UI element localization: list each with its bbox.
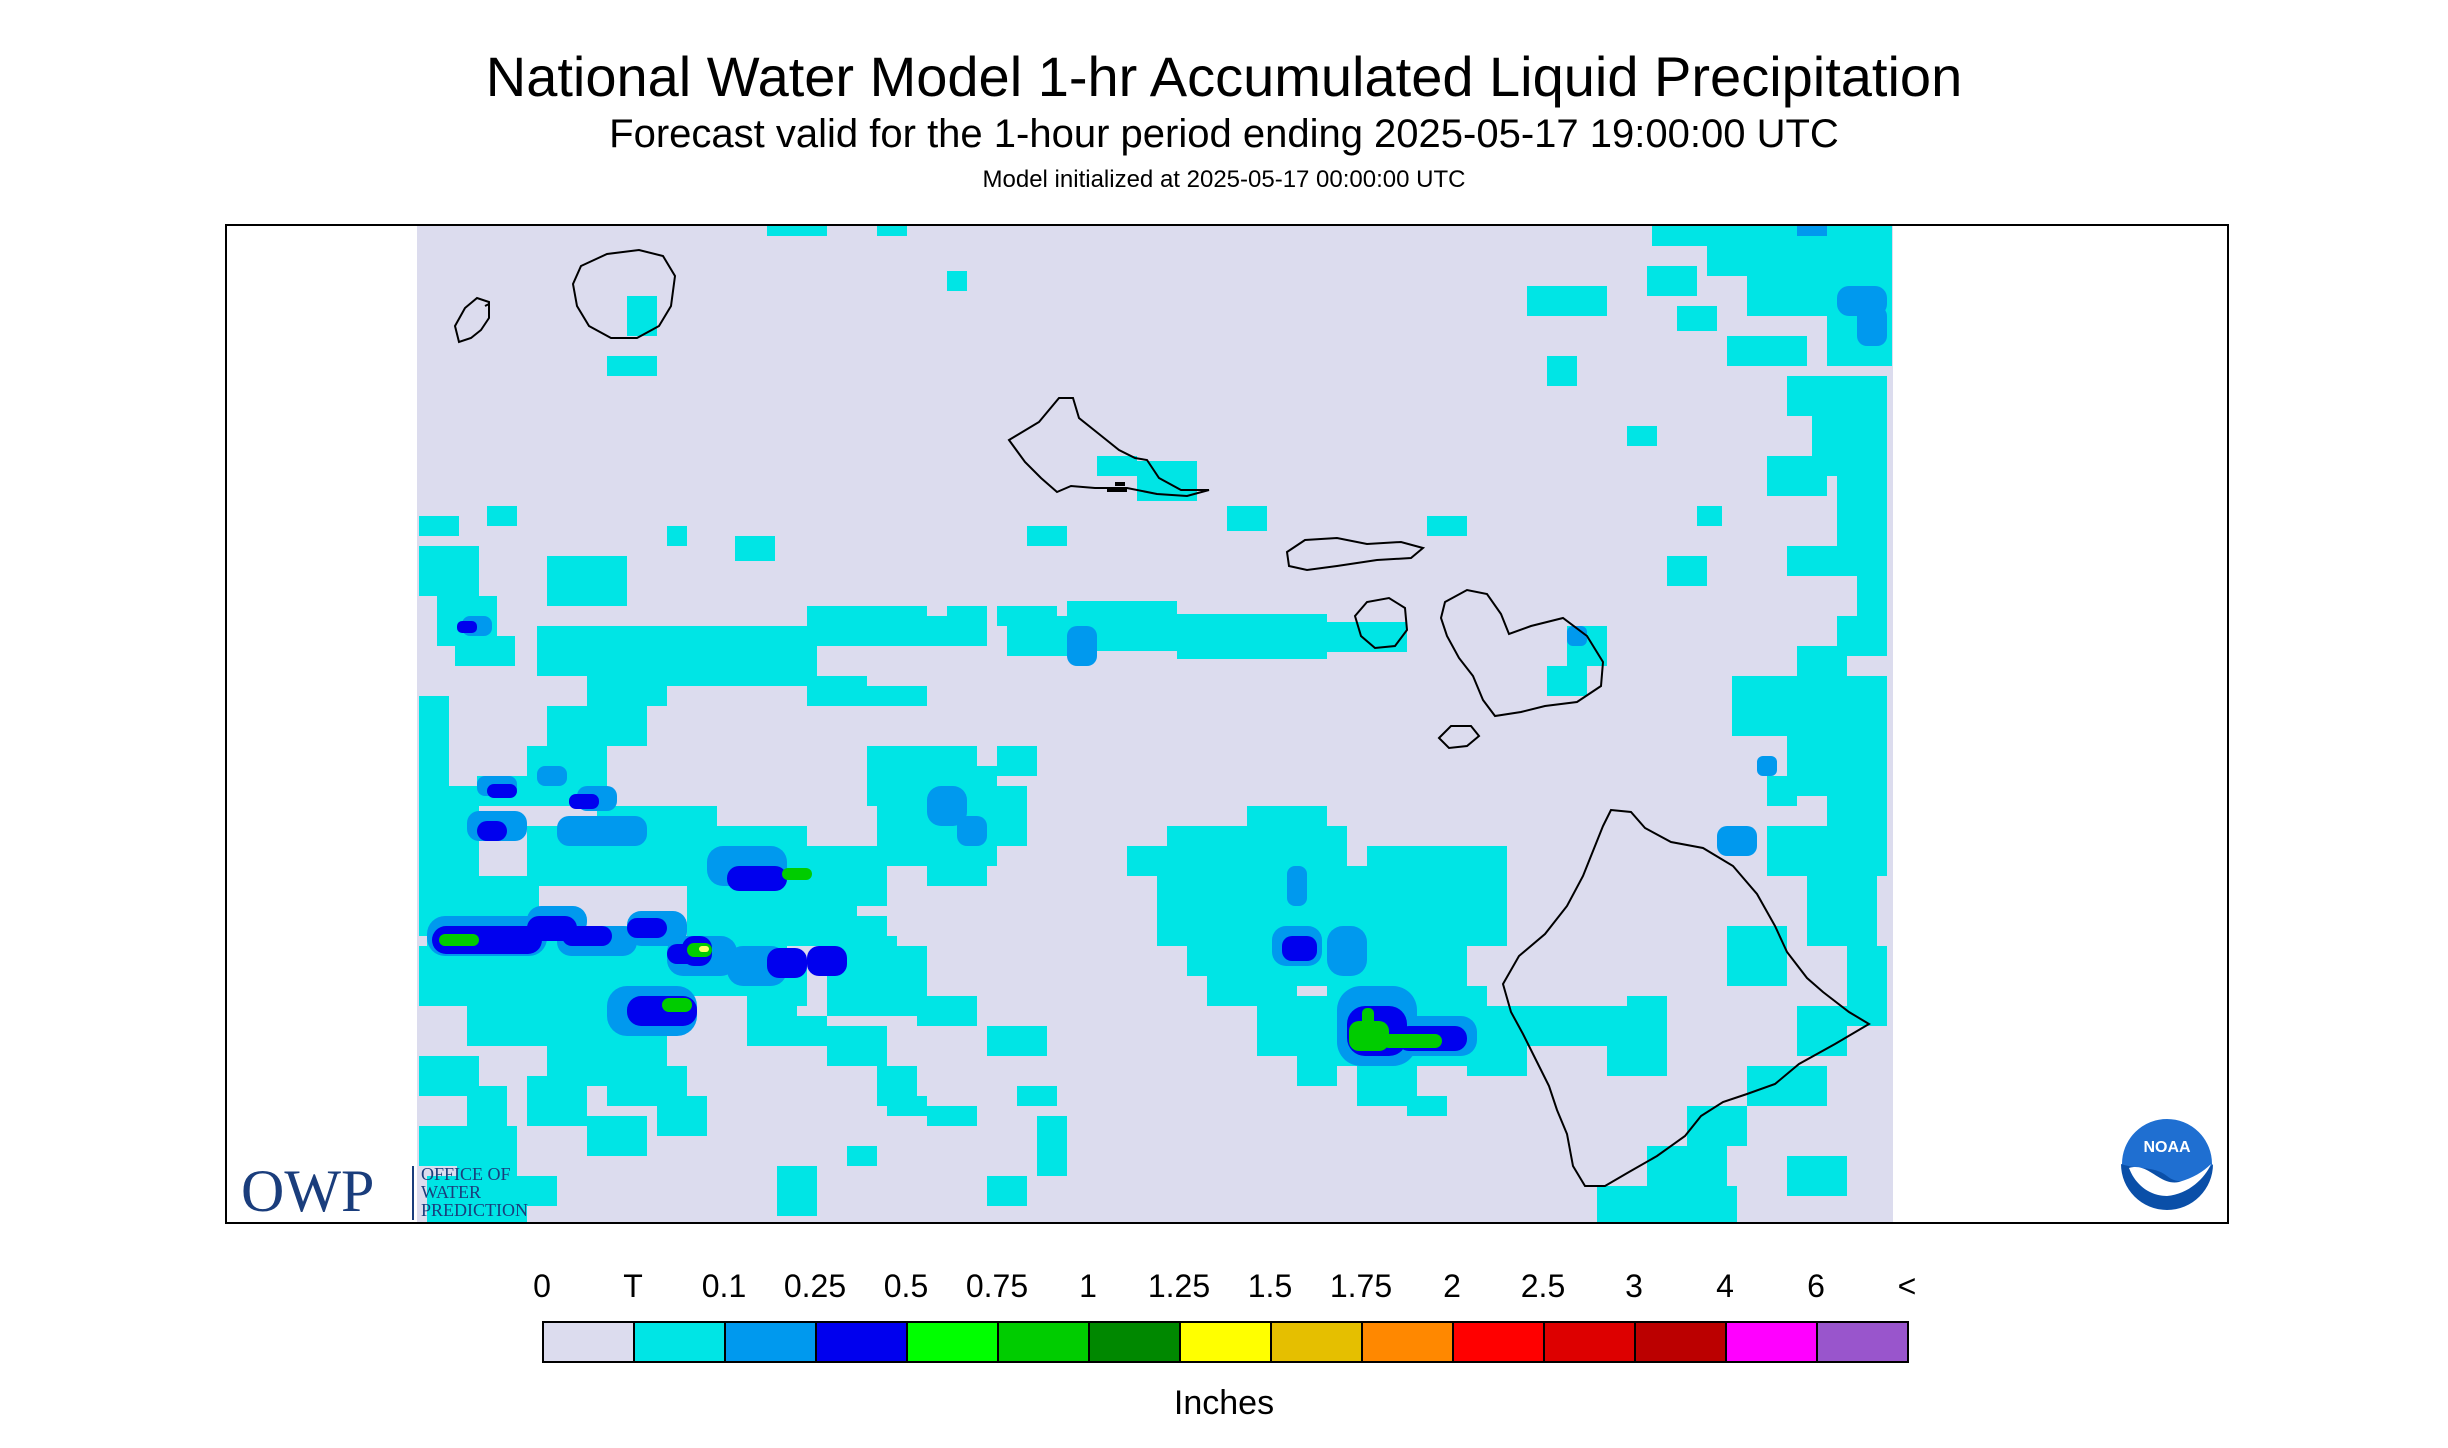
legend-swatch [544,1323,635,1361]
kauai-outline [571,248,677,339]
moderate-precip-layer [432,621,1467,1056]
legend-units-label: Inches [1173,1384,1275,1422]
forecast-subtitle: Forecast valid for the 1-hour period end… [609,112,1839,156]
legend-tick: 1 [1079,1268,1097,1304]
noaa-logo: NOAA [2119,1116,2215,1217]
owp-letters: OWP [241,1158,374,1224]
legend-swatch [1090,1323,1181,1361]
island-outlines [453,248,1871,1187]
lanai-outline [1353,596,1409,650]
maui-outline [1439,588,1605,718]
legend-color-bar [542,1321,1909,1363]
legend-swatch [1636,1323,1727,1361]
oahu-outline [1007,397,1210,498]
legend-tick: 2.5 [1520,1268,1566,1304]
precipitation-map: OWP OFFICE OF WATER PREDICTION NOAA [225,224,2229,1224]
legend-swatch [1363,1323,1454,1361]
legend-swatch [817,1323,908,1361]
legend-tick: 0.75 [965,1268,1029,1304]
legend-swatch [726,1323,817,1361]
legend-swatch [1181,1323,1272,1361]
legend-tick-labels: 0 T 0.1 0.25 0.5 0.75 1 1.25 1.5 1.75 2 2.5 3 4 6 < [0,1268,2448,1308]
peak-precip-layer [699,946,709,952]
legend-swatch [1272,1323,1363,1361]
legend-tick: < [1897,1268,1917,1304]
niihau-outline [453,296,490,344]
legend-swatch [1454,1323,1545,1361]
owp-logo: OWP OFFICE OF WATER PREDICTION [241,1156,541,1224]
legend-tick: 0.1 [701,1268,747,1304]
legend-tick: 1.25 [1147,1268,1211,1304]
pearl-harbor-detail [1107,482,1127,492]
legend-tick: 4 [1716,1268,1734,1304]
model-init-label: Model initialized at 2025-05-17 00:00:00… [982,166,1466,193]
map-title: National Water Model 1-hr Accumulated Li… [485,45,1963,108]
legend-tick: 1.5 [1247,1268,1293,1304]
legend-tick: 2 [1443,1268,1461,1304]
legend-tick: 0.5 [883,1268,929,1304]
legend-swatch [635,1323,726,1361]
legend-tick: 0.25 [783,1268,847,1304]
heavy-precip-layer [439,868,1442,1051]
legend-swatch [1545,1323,1636,1361]
legend-tick: 1.75 [1329,1268,1393,1304]
legend-swatch [1727,1323,1818,1361]
owp-line3: PREDICTION [421,1200,528,1220]
map-canvas [227,226,1893,1222]
owp-line1: OFFICE OF [421,1164,511,1184]
legend-tick: 0 [533,1268,551,1304]
legend-tick: T [623,1268,643,1304]
legend-swatch [999,1323,1090,1361]
kahoolawe-outline [1437,725,1481,750]
legend-swatch [1818,1323,1907,1361]
molokai-outline [1285,536,1426,572]
noaa-text: NOAA [2143,1139,2191,1156]
legend-swatch [908,1323,999,1361]
legend-tick: 3 [1625,1268,1643,1304]
owp-line2: WATER [421,1182,481,1202]
legend-tick: 6 [1807,1268,1825,1304]
hawaii-outline [1501,808,1871,1187]
